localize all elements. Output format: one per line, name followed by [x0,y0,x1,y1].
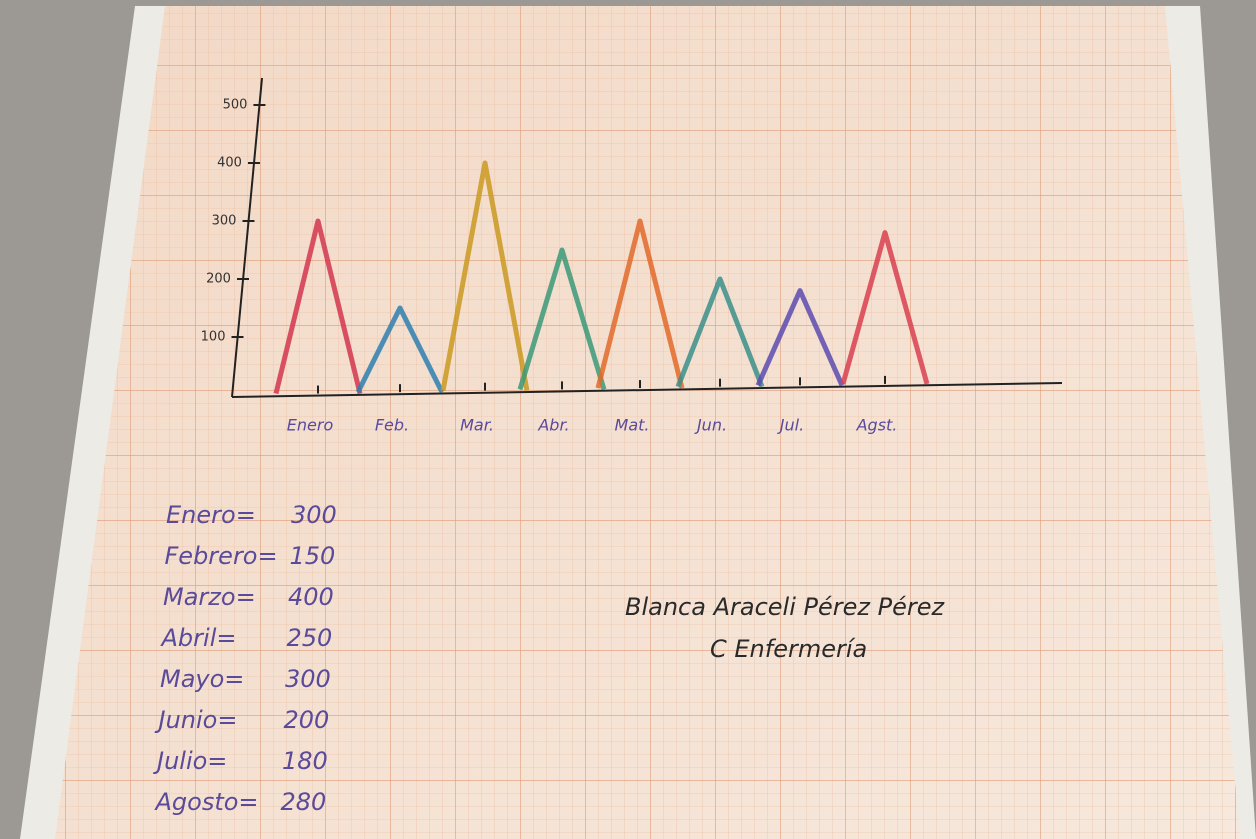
list-value: 200 [284,706,330,734]
list-label: Enero= [166,501,256,529]
list-label: Junio= [155,706,238,734]
list-value: 400 [288,583,334,611]
x-tick-label: Jul. [777,416,804,435]
list-label: Abril= [160,624,237,652]
list-label: Agosto= [154,788,259,816]
list-value: 300 [285,665,331,693]
x-tick-label: Agst. [856,416,898,435]
x-tick-label: Jun. [694,416,727,435]
list-value: 250 [287,624,333,652]
y-tick-label: 400 [217,156,242,171]
author-name: Blanca Araceli Pérez Pérez [625,593,945,621]
x-tick-label: Enero [287,416,334,435]
list-label: Julio= [153,747,227,775]
y-tick-label: 500 [223,98,248,113]
author-course: C Enfermería [710,635,867,663]
list-value: 180 [282,747,328,775]
list-value: 300 [291,501,337,529]
y-tick-label: 100 [201,330,226,345]
x-tick-label: Feb. [375,416,409,435]
list-label: Marzo= [163,583,256,611]
x-tick-label: Mar. [460,416,494,435]
list-label: Mayo= [160,665,244,693]
y-tick-label: 300 [212,214,237,229]
x-tick-label: Abr. [537,416,569,435]
list-value: 150 [290,542,336,570]
list-value: 280 [281,788,327,816]
x-tick-label: Mat. [615,416,650,435]
list-label: Febrero= [165,542,278,570]
photo: Blanca Araceli Pérez Pérez C Enfermería … [0,0,1256,839]
y-tick-label: 200 [206,272,231,287]
